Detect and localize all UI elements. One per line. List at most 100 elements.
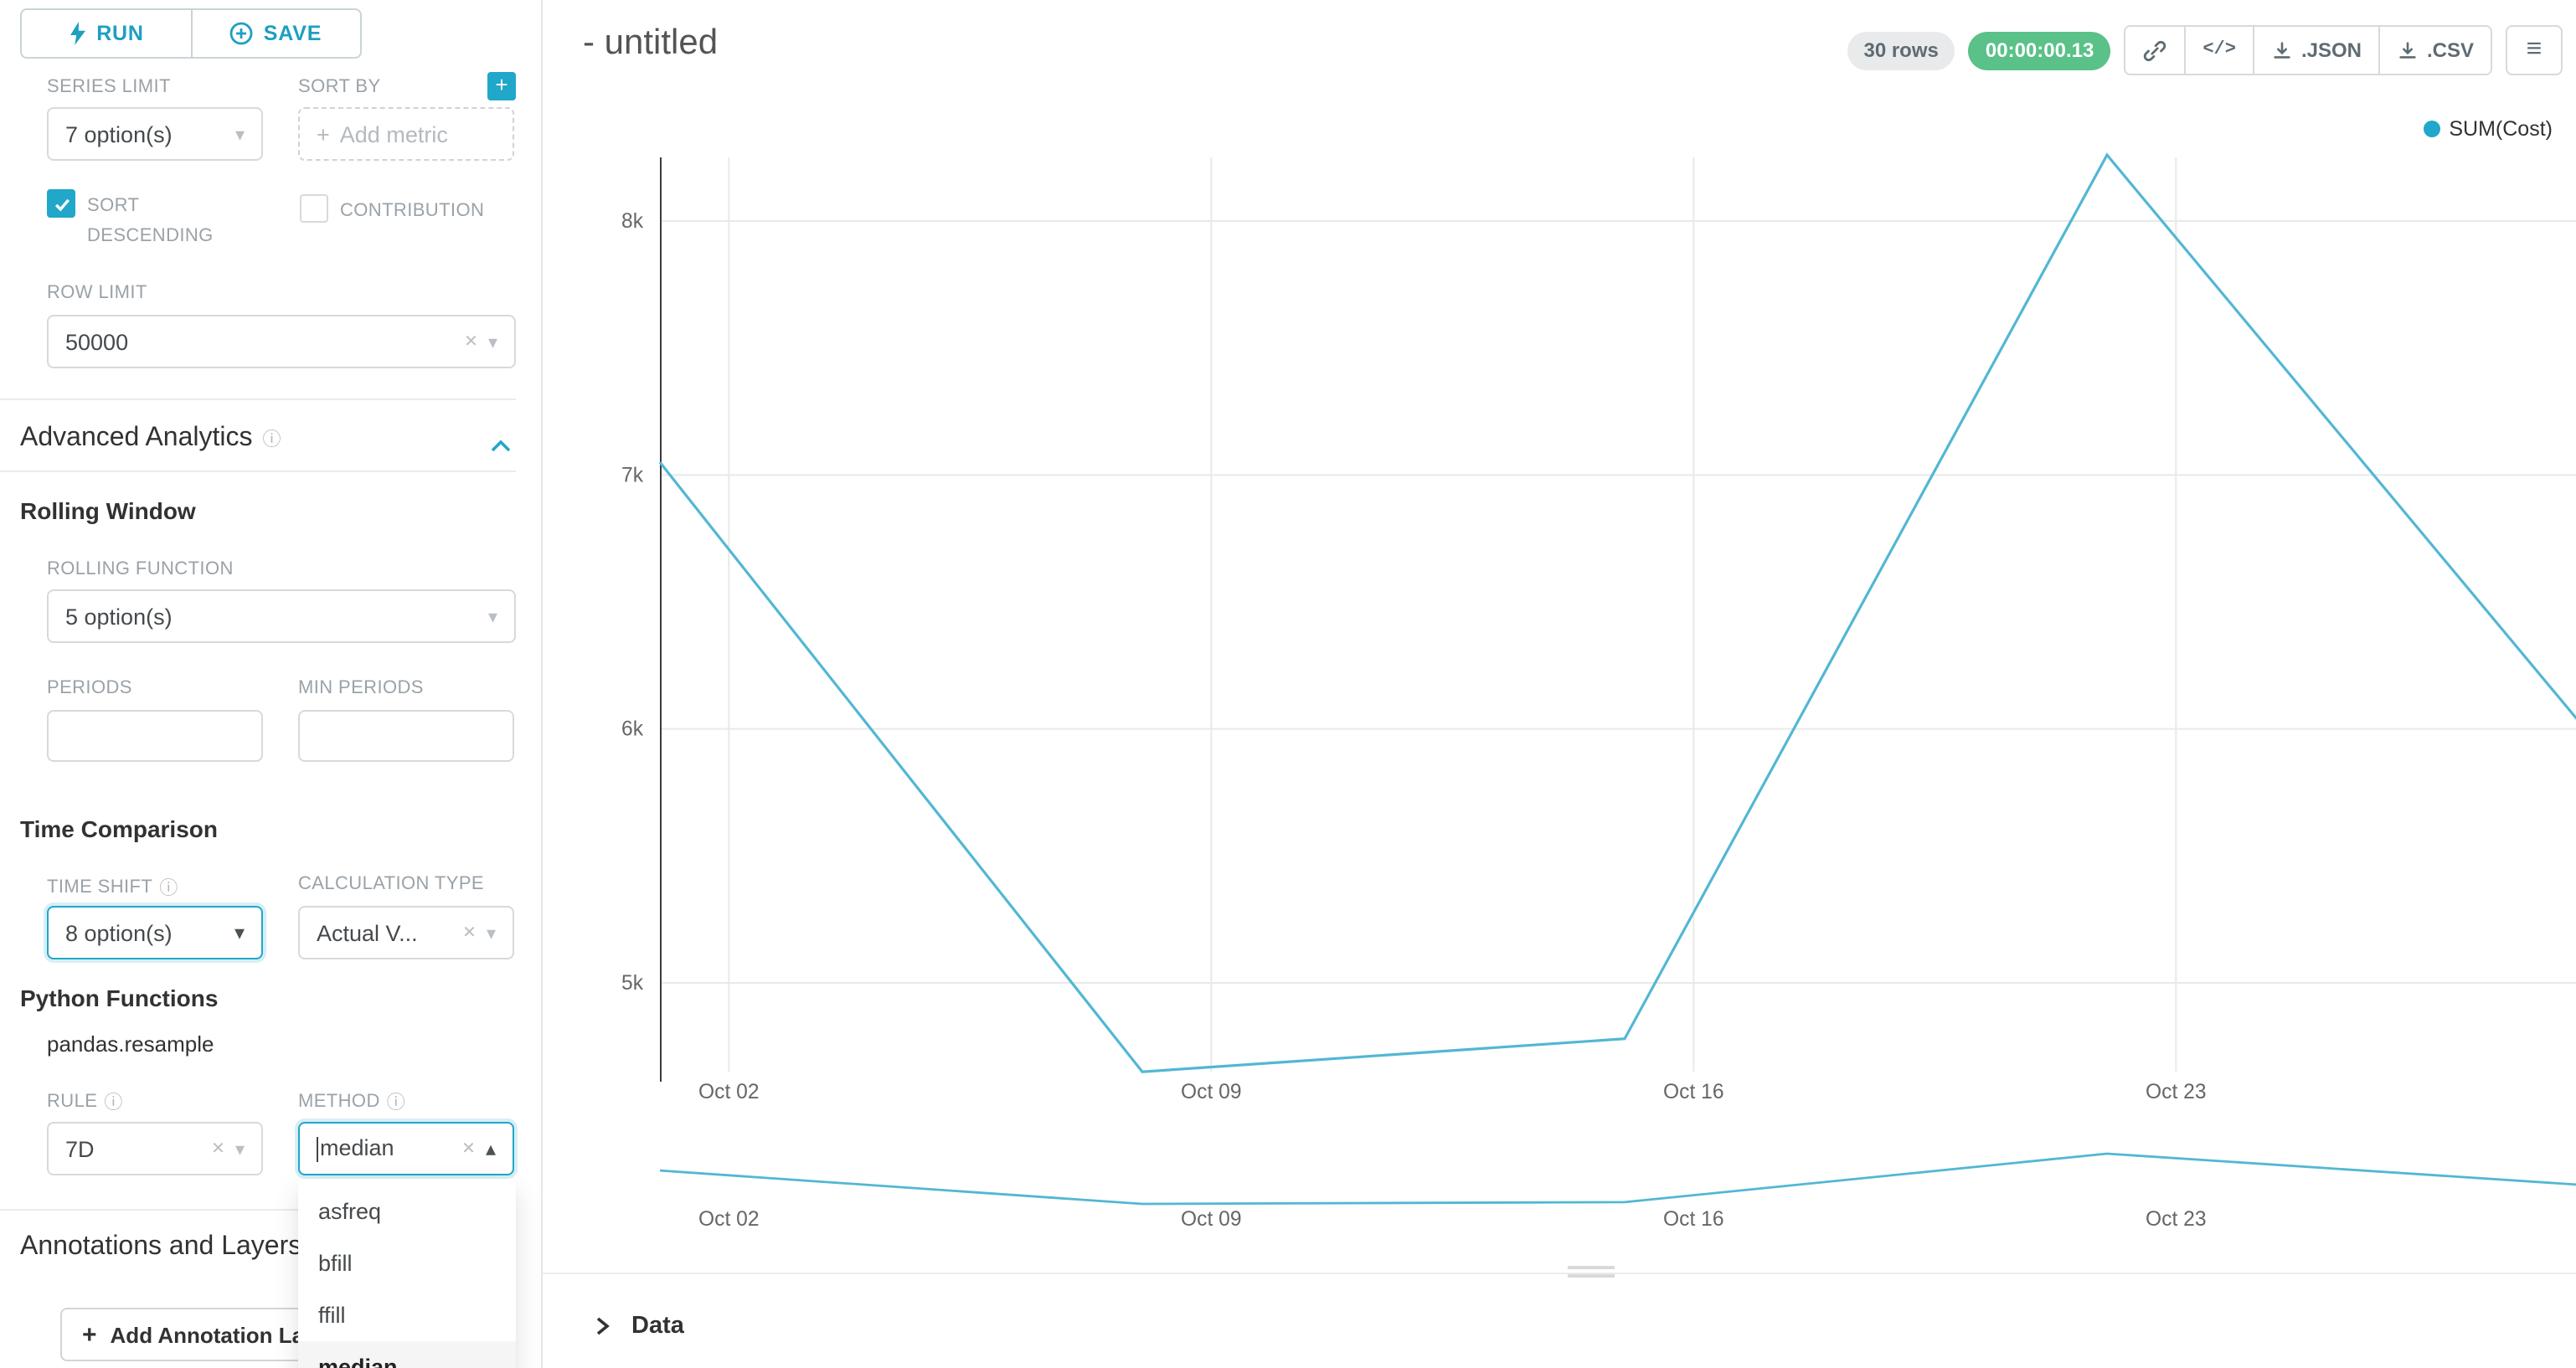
resize-handle[interactable]: [1568, 1266, 1615, 1283]
row-count-badge: 30 rows: [1847, 31, 1955, 69]
info-icon[interactable]: ⓘ: [386, 1093, 406, 1113]
annotations-layers-heading: Annotations and Layers: [20, 1232, 302, 1261]
chart-canvas[interactable]: 8k 7k 6k 5k Oct 02 Oct 09 Oct 16 Oct 23 Oct 02 Oc…: [543, 0, 2576, 1247]
check-icon: [54, 198, 70, 211]
chevron-down-icon: ▾: [486, 923, 496, 944]
sort-by-add-metric[interactable]: + Add metric: [298, 107, 514, 161]
series-limit-value: 7 option(s): [65, 121, 173, 147]
embed-code-button[interactable]: </>: [2186, 27, 2254, 74]
rolling-function-value: 5 option(s): [65, 604, 173, 629]
info-icon[interactable]: ⓘ: [159, 879, 178, 899]
plus-icon: +: [82, 1320, 97, 1349]
x-tick-label: Oct 23: [2146, 1081, 2206, 1103]
time-shift-label: TIME SHIFT ⓘ: [47, 874, 178, 901]
info-icon[interactable]: ⓘ: [262, 430, 281, 450]
method-combobox[interactable]: median ✕ ▴: [298, 1122, 514, 1175]
row-limit-value: 50000: [65, 329, 129, 354]
method-option-ffill[interactable]: ffill: [318, 1303, 346, 1328]
sort-descending-checkbox-row: SORT DESCENDING: [47, 189, 256, 251]
chart-legend[interactable]: SUM(Cost): [2424, 117, 2553, 141]
method-value: median: [317, 1135, 461, 1162]
export-button-group: </> .JSON .CSV: [2124, 25, 2492, 75]
mini-x-tick-label: Oct 09: [1181, 1208, 1241, 1231]
advanced-analytics-title: Advanced Analytics: [20, 424, 253, 452]
method-value-text: median: [320, 1135, 394, 1161]
csv-label: .CSV: [2426, 39, 2474, 62]
chart-panel: - untitled 30 rows 00:00:00.13 </> .JSON…: [543, 0, 2576, 1368]
time-shift-label-text: TIME SHIFT: [47, 877, 153, 897]
lightning-icon: [70, 22, 85, 45]
json-label: .JSON: [2300, 39, 2362, 62]
periods-label: PERIODS: [47, 678, 132, 698]
row-limit-label: ROW LIMIT: [47, 283, 147, 303]
chevron-down-icon: ▾: [487, 607, 497, 627]
plus-icon: +: [317, 121, 330, 147]
time-shift-value: 8 option(s): [65, 920, 173, 945]
chevron-right-icon: [596, 1317, 610, 1335]
section-divider: [0, 471, 516, 472]
y-tick-label: 8k: [621, 210, 644, 233]
mini-preview-line[interactable]: [659, 1152, 2576, 1206]
min-periods-input[interactable]: [298, 710, 514, 762]
save-plus-icon: [230, 22, 254, 45]
run-label: RUN: [96, 22, 144, 45]
method-option-median[interactable]: median: [298, 1341, 516, 1368]
y-tick-label: 5k: [621, 972, 644, 995]
menu-button[interactable]: ≡: [2506, 25, 2563, 75]
x-tick-label: Oct 09: [1181, 1081, 1241, 1103]
rule-label: RULE ⓘ: [47, 1088, 123, 1115]
chevron-down-icon: ▾: [234, 125, 245, 145]
clear-icon[interactable]: ✕: [462, 923, 477, 942]
y-tick-label: 6k: [621, 718, 644, 741]
method-label-text: METHOD: [298, 1092, 380, 1112]
sort-descending-checkbox[interactable]: [47, 189, 75, 218]
contribution-checkbox[interactable]: [300, 194, 328, 223]
method-option-bfill[interactable]: bfill: [318, 1251, 353, 1276]
sort-by-label: SORT BY: [298, 77, 381, 97]
time-comparison-heading: Time Comparison: [20, 815, 218, 842]
section-divider: [0, 399, 516, 400]
add-sort-metric-button[interactable]: +: [487, 72, 516, 100]
data-panel-toggle[interactable]: Data: [593, 1313, 684, 1340]
calculation-type-label: CALCULATION TYPE: [298, 874, 484, 894]
series-limit-label: SERIES LIMIT: [47, 77, 171, 97]
method-option-asfreq[interactable]: asfreq: [318, 1199, 382, 1224]
x-tick-label: Oct 16: [1663, 1081, 1723, 1103]
rolling-function-select[interactable]: 5 option(s) ▾: [47, 589, 516, 643]
y-tick-label: 7k: [621, 464, 644, 486]
sort-descending-label: SORT DESCENDING: [87, 196, 214, 246]
clear-icon[interactable]: ✕: [211, 1139, 225, 1158]
query-timer-badge: 00:00:00.13: [1968, 31, 2111, 69]
row-limit-select[interactable]: 50000 ✕ ▾: [47, 315, 516, 368]
export-json-button[interactable]: .JSON: [2254, 27, 2380, 74]
min-periods-label: MIN PERIODS: [298, 678, 424, 698]
copy-link-button[interactable]: [2125, 27, 2187, 74]
text-cursor: [317, 1136, 318, 1162]
chart-title: - untitled: [583, 23, 719, 62]
rule-label-text: RULE: [47, 1092, 98, 1112]
mini-x-tick-label: Oct 23: [2146, 1208, 2206, 1231]
series-line[interactable]: [658, 152, 2576, 1073]
method-label: METHOD ⓘ: [298, 1088, 405, 1115]
periods-input[interactable]: [47, 710, 263, 762]
contribution-checkbox-row: CONTRIBUTION: [300, 194, 484, 227]
method-dropdown: asfreq bfill ffill median: [298, 1179, 516, 1368]
mini-x-tick-label: Oct 02: [698, 1208, 759, 1231]
rule-select[interactable]: 7D ✕ ▾: [47, 1122, 263, 1175]
collapse-section-chevron[interactable]: [489, 432, 513, 462]
clear-icon[interactable]: ✕: [464, 332, 478, 351]
time-shift-select[interactable]: 8 option(s) ▾: [47, 906, 263, 959]
calculation-type-select[interactable]: Actual V... ✕ ▾: [298, 906, 514, 959]
series-limit-select[interactable]: 7 option(s) ▾: [47, 107, 263, 161]
python-functions-heading: Python Functions: [20, 985, 219, 1011]
chevron-up-icon: ▴: [485, 1137, 496, 1160]
code-icon: </>: [2202, 40, 2236, 60]
advanced-analytics-heading: Advanced Analytics ⓘ: [20, 424, 281, 454]
save-button[interactable]: SAVE: [192, 10, 360, 57]
export-csv-button[interactable]: .CSV: [2379, 27, 2491, 74]
run-button[interactable]: RUN: [22, 10, 192, 57]
info-icon[interactable]: ⓘ: [104, 1093, 123, 1113]
download-icon: [2399, 41, 2416, 58]
clear-icon[interactable]: ✕: [461, 1139, 476, 1158]
